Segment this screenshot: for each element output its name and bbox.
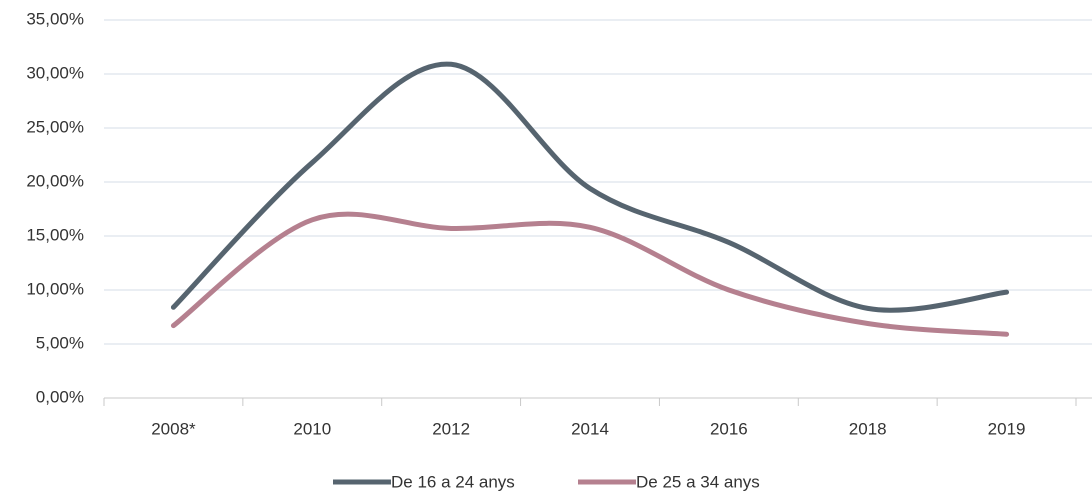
y-tick-label: 15,00% xyxy=(26,225,84,244)
y-tick-label: 20,00% xyxy=(26,171,84,190)
y-tick-label: 35,00% xyxy=(26,9,84,28)
x-tick-label: 2019 xyxy=(988,419,1026,438)
y-tick-label: 25,00% xyxy=(26,117,84,136)
legend-label: De 16 a 24 anys xyxy=(391,472,515,491)
x-tick-label: 2016 xyxy=(710,419,748,438)
legend-label: De 25 a 34 anys xyxy=(636,472,760,491)
y-tick-label: 0,00% xyxy=(36,387,84,406)
line-series xyxy=(170,211,1010,337)
x-tick-label: 2014 xyxy=(571,419,609,438)
x-tick-label: 2010 xyxy=(293,419,331,438)
line-series xyxy=(170,61,1010,313)
y-tick-label: 5,00% xyxy=(36,333,84,352)
x-tick-label: 2018 xyxy=(849,419,887,438)
x-tick-label: 2012 xyxy=(432,419,470,438)
y-tick-label: 30,00% xyxy=(26,63,84,82)
x-tick-label: 2008* xyxy=(151,419,196,438)
y-tick-label: 10,00% xyxy=(26,279,84,298)
